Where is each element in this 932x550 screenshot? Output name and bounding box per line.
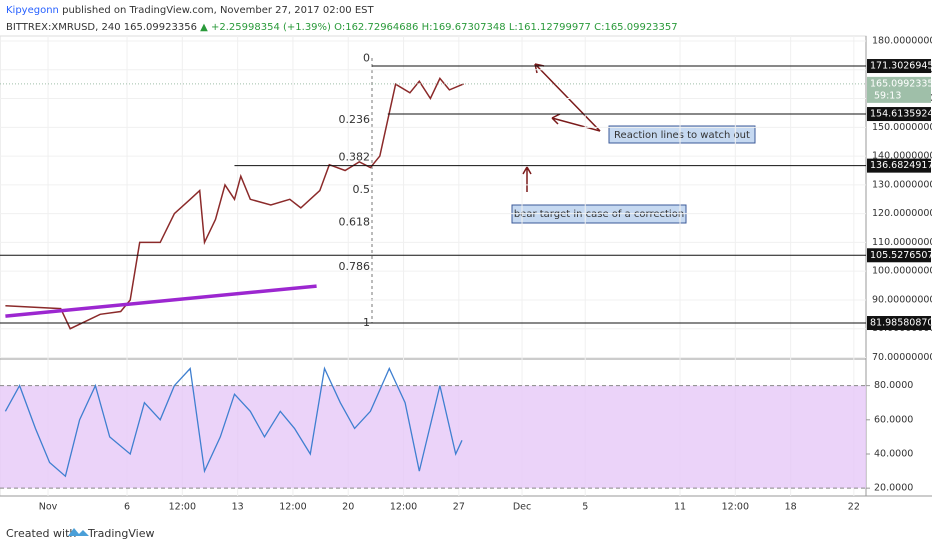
x-tick-label: 12:00 (390, 502, 417, 513)
symbol: BITTREX:XMRUSD, 240 (6, 22, 121, 33)
annotation-box (608, 125, 756, 144)
x-tick-label: 12:00 (169, 502, 196, 513)
y-tick-label: 110.00000000 (872, 237, 932, 248)
last: 165.09923356 (124, 22, 197, 33)
footer-brand: TradingView (87, 527, 154, 540)
logo (68, 528, 89, 536)
high: H:169.67307348 (422, 22, 506, 33)
x-tick-label: Nov (39, 502, 58, 513)
y-tick-label: 120.00000000 (872, 208, 932, 219)
x-tick-label: 11 (674, 502, 686, 513)
price-label: 136.68249175 (870, 160, 932, 171)
x-tick-label: Dec (513, 502, 531, 513)
y-tick-label: 140.00000000 (872, 151, 932, 162)
price-label: 105.52765070 (870, 250, 932, 261)
stoch-tick-label: 40.0000 (874, 448, 913, 459)
arrows (522, 63, 601, 192)
x-tick-label: 22 (848, 502, 860, 513)
current-price-box (867, 76, 931, 103)
fib-label: 0 (363, 51, 370, 64)
trendline (5, 284, 317, 318)
x-tick-label: 18 (785, 502, 797, 513)
arrow (534, 63, 601, 132)
fib-label: 0.618 (339, 215, 371, 228)
fib-label: 0.382 (339, 151, 371, 164)
stoch-tick-label: 60.0000 (874, 414, 913, 425)
arrow (551, 113, 601, 132)
annotation: bear target in case of a correction (514, 209, 684, 220)
price-label: 154.61359240 (870, 109, 932, 120)
y-tick-label: 70.00000000 (872, 352, 932, 363)
fib-label: 0.786 (339, 260, 371, 273)
header-line: Kipyegonn published on TradingView.com, … (6, 5, 375, 16)
stoch-tick-label: 80.0000 (874, 380, 913, 391)
change: ▲ +2.25998354 (+1.39%) (200, 22, 331, 33)
y-tick-label: 90.00000000 (872, 294, 932, 305)
fib-label: 0.236 (339, 113, 371, 126)
x-tick-label: 20 (342, 502, 354, 513)
published: published on TradingView.com, November 2… (62, 5, 374, 16)
price-label-box (867, 316, 931, 331)
price-label-box (867, 248, 931, 263)
y-tick-label: 150.00000000 (872, 122, 932, 133)
y-tick-label: 100.00000000 (872, 266, 932, 277)
y-tick-label: 130.00000000 (872, 179, 932, 190)
symbol-line: BITTREX:XMRUSD, 240 165.09923356 ▲ +2.25… (6, 22, 678, 33)
price-line (5, 77, 464, 330)
y-tick-label: 180.00000000 (872, 36, 932, 47)
fib-label: 0.5 (353, 183, 371, 196)
price-label: 171.30269458 (870, 61, 932, 72)
stoch-band (0, 385, 866, 489)
x-tick-label: 27 (453, 502, 465, 513)
x-tick-label: 12:00 (279, 502, 306, 513)
footer-created: Created with (6, 527, 76, 540)
open: O:162.72964686 (334, 22, 418, 33)
countdown: 59:13 (874, 90, 901, 101)
fib-label: 1 (363, 316, 370, 329)
price-label-box (867, 107, 931, 122)
price-label-box (867, 59, 931, 74)
x-tick-label: 13 (232, 502, 244, 513)
arrow (522, 166, 532, 192)
low: L:161.12799977 (509, 22, 591, 33)
x-tick-label: 6 (124, 502, 130, 513)
annotation: Reaction lines to watch out (614, 130, 750, 141)
stoch-tick-label: 20.0000 (874, 483, 913, 494)
current-price: 165.09923357 (870, 78, 932, 89)
stoch-line (4, 366, 463, 478)
price-label: 81.98580870 (870, 318, 932, 329)
price-label-box (867, 158, 931, 173)
x-tick-label: 12:00 (722, 502, 749, 513)
x-tick-label: 5 (582, 502, 588, 513)
close: C:165.09923357 (594, 22, 678, 33)
author: Kipyegonn (6, 5, 59, 16)
